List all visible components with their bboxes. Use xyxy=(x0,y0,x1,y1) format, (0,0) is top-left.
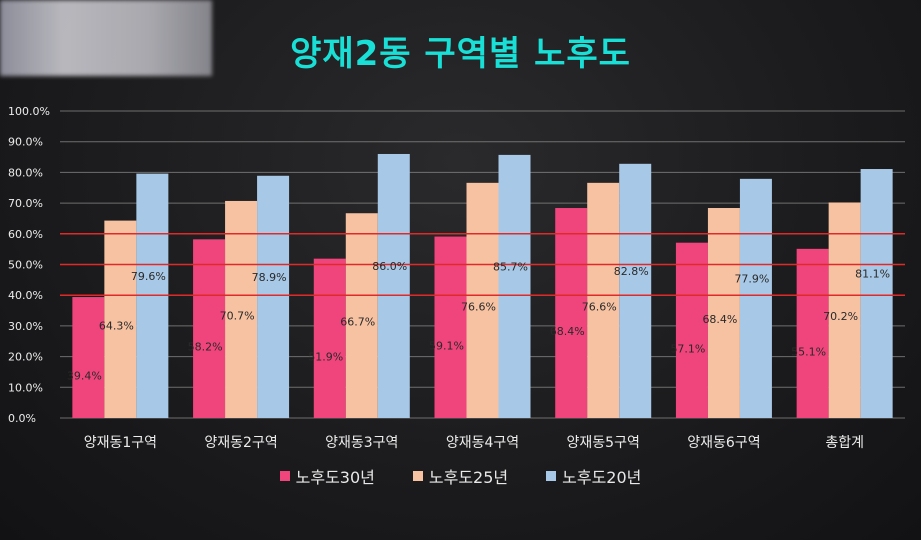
legend-swatch-20y xyxy=(546,471,557,481)
data-label: 76.6% xyxy=(461,300,496,313)
legend-item-25y: 노후도25년 xyxy=(412,464,509,488)
y-axis-ticks: 0.0% 10.0% 20.0% 30.0% 40.0% 50.0% 60.0% 70.0% 8… xyxy=(8,105,50,425)
legend-label-30y: 노후도30년 xyxy=(295,468,375,487)
bar xyxy=(860,169,893,418)
legend-label-20y: 노후도20년 xyxy=(562,468,642,487)
y-tick-label: 30.0% xyxy=(8,320,43,333)
bar xyxy=(193,239,226,418)
data-label: 68.4% xyxy=(702,313,737,326)
y-tick-label: 20.0% xyxy=(8,351,43,364)
data-label: 82.8% xyxy=(614,265,649,278)
legend-swatch-30y xyxy=(279,471,290,481)
y-tick-label: 80.0% xyxy=(8,166,43,179)
x-axis-ticks: 양재동1구역 양재동2구역 양재동3구역 양재동4구역 양재동5구역 양재동6구역 총합계 xyxy=(84,435,864,451)
data-label: 64.3% xyxy=(99,319,134,332)
data-label: 57.1% xyxy=(670,342,705,355)
data-label: 51.9% xyxy=(308,350,343,363)
data-label: 78.9% xyxy=(252,271,287,284)
x-tick-label: 양재동4구역 xyxy=(446,435,519,451)
x-tick-label: 양재동6구역 xyxy=(687,435,760,451)
bar xyxy=(434,236,467,418)
y-tick-label: 90.0% xyxy=(8,136,43,149)
data-label: 59.1% xyxy=(429,339,464,352)
legend-swatch-25y xyxy=(412,471,423,481)
x-tick-label: 총합계 xyxy=(825,435,864,451)
data-labels: 39.4% 64.3% 79.6% 58.2% 70.7% 78.9% 51.9% 66.7%… xyxy=(67,260,890,383)
legend-item-30y: 노후도30년 xyxy=(279,464,375,488)
y-tick-label: 40.0% xyxy=(8,289,43,302)
bar xyxy=(498,154,531,418)
data-label: 55.1% xyxy=(791,345,826,358)
data-label: 76.6% xyxy=(582,300,617,313)
bar xyxy=(587,182,620,418)
y-tick-label: 100.0% xyxy=(8,105,50,118)
bar xyxy=(466,182,499,418)
data-label: 58.2% xyxy=(188,341,223,354)
data-label: 66.7% xyxy=(340,316,375,329)
x-tick-label: 양재동1구역 xyxy=(84,435,157,451)
chart-title: 양재2동 구역별 노후도 xyxy=(290,34,631,74)
data-label: 79.6% xyxy=(131,270,166,283)
x-tick-label: 양재동2구역 xyxy=(204,435,277,451)
data-label: 39.4% xyxy=(67,370,102,383)
data-label: 70.2% xyxy=(823,310,858,323)
data-label: 81.1% xyxy=(855,268,890,281)
bar xyxy=(225,200,258,418)
blurred-overlay xyxy=(0,0,212,76)
y-tick-label: 10.0% xyxy=(8,381,43,394)
bar xyxy=(345,213,378,418)
data-label: 68.4% xyxy=(550,325,585,338)
x-tick-label: 양재동3구역 xyxy=(325,435,398,451)
legend-label-25y: 노후도25년 xyxy=(428,468,509,487)
bar xyxy=(257,175,290,418)
legend-item-20y: 노후도20년 xyxy=(546,464,641,488)
bars xyxy=(72,153,893,419)
bar xyxy=(555,208,588,418)
data-label: 77.9% xyxy=(734,272,769,285)
x-tick-label: 양재동5구역 xyxy=(567,435,640,451)
reference-lines xyxy=(60,233,905,296)
y-tick-label: 70.0% xyxy=(8,197,43,210)
y-tick-label: 50.0% xyxy=(8,259,43,272)
data-label: 86.0% xyxy=(372,260,407,273)
data-label: 70.7% xyxy=(220,309,255,322)
data-label: 85.7% xyxy=(493,260,528,273)
bar xyxy=(104,220,137,418)
bar xyxy=(828,202,861,418)
bar xyxy=(675,242,708,418)
y-tick-label: 60.0% xyxy=(8,228,43,241)
legend: 노후도30년 노후도25년 노후도20년 xyxy=(0,464,921,488)
bar xyxy=(796,248,829,418)
bar xyxy=(707,208,740,418)
bar xyxy=(72,297,105,418)
bar xyxy=(377,153,410,419)
y-tick-label: 0.0% xyxy=(8,412,36,425)
bar xyxy=(739,178,772,418)
bar xyxy=(619,163,652,418)
bar xyxy=(313,258,346,418)
